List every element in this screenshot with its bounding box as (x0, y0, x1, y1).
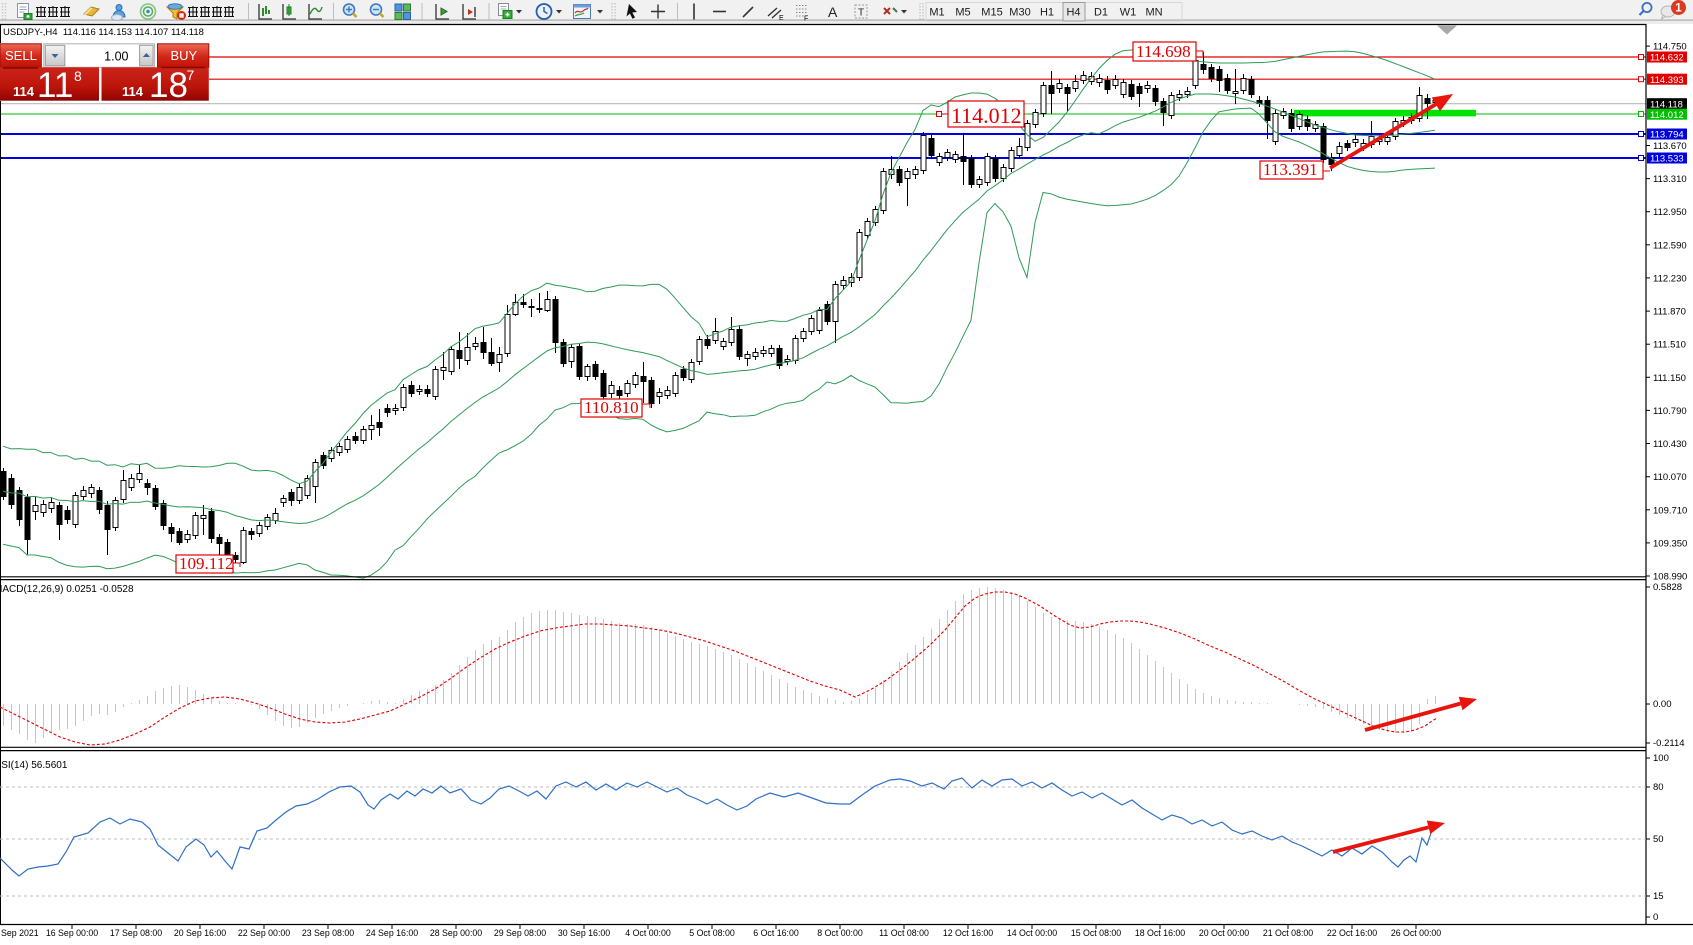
svg-text:USDJPY-,H4 114.116 114.153 11: USDJPY-,H4 114.116 114.153 114.107 114.1… (3, 27, 204, 38)
svg-text:111.150: 111.150 (1653, 373, 1686, 384)
svg-text:14 Oct 00:00: 14 Oct 00:00 (1007, 928, 1057, 938)
svg-text:109.710: 109.710 (1653, 505, 1687, 516)
svg-text:H1: H1 (1040, 7, 1054, 19)
svg-text:18: 18 (149, 66, 188, 105)
svg-text:112.590: 112.590 (1653, 240, 1687, 251)
svg-text:22 Oct 16:00: 22 Oct 16:00 (1327, 928, 1377, 938)
svg-text:113.391: 113.391 (1263, 160, 1318, 179)
svg-text:Sep 2021: Sep 2021 (1, 928, 39, 938)
svg-text:21 Oct 08:00: 21 Oct 08:00 (1263, 928, 1313, 938)
svg-text:4 Oct 00:00: 4 Oct 00:00 (625, 928, 671, 938)
svg-text:29 Sep 08:00: 29 Sep 08:00 (494, 928, 546, 938)
svg-text:15 Oct 08:00: 15 Oct 08:00 (1071, 928, 1121, 938)
svg-text:113.533: 113.533 (1650, 154, 1684, 165)
svg-text:24 Sep 16:00: 24 Sep 16:00 (366, 928, 418, 938)
svg-text:M1: M1 (929, 7, 944, 19)
svg-text:12 Oct 16:00: 12 Oct 16:00 (943, 928, 993, 938)
svg-text:RSI(14) 56.5601: RSI(14) 56.5601 (0, 760, 68, 771)
svg-text:20 Sep 16:00: 20 Sep 16:00 (174, 928, 226, 938)
svg-text:D1: D1 (1094, 7, 1108, 19)
svg-text:0: 0 (1653, 912, 1658, 923)
svg-text:15: 15 (1653, 891, 1664, 902)
svg-text:50: 50 (1653, 834, 1664, 845)
svg-text:112.230: 112.230 (1653, 273, 1687, 284)
svg-text:114.632: 114.632 (1650, 53, 1684, 64)
svg-text:109.112: 109.112 (179, 554, 234, 573)
svg-text:7: 7 (187, 67, 195, 83)
svg-text:111.510: 111.510 (1653, 340, 1686, 351)
svg-text:113.670: 113.670 (1653, 141, 1687, 152)
svg-text:0.5828: 0.5828 (1653, 582, 1682, 593)
svg-text:110.430: 110.430 (1653, 439, 1687, 450)
svg-text:1: 1 (1675, 3, 1682, 15)
svg-text:20 Oct 00:00: 20 Oct 00:00 (1199, 928, 1249, 938)
svg-text:26 Oct 00:00: 26 Oct 00:00 (1391, 928, 1441, 938)
svg-text:SELL: SELL (5, 48, 37, 63)
svg-text:28 Sep 00:00: 28 Sep 00:00 (430, 928, 482, 938)
svg-text:11: 11 (37, 66, 73, 105)
svg-text:80: 80 (1653, 782, 1664, 793)
svg-text:114.750: 114.750 (1653, 42, 1687, 53)
svg-text:M15: M15 (981, 7, 1002, 19)
svg-text:18 Oct 16:00: 18 Oct 16:00 (1135, 928, 1185, 938)
svg-text:1.00: 1.00 (104, 50, 128, 64)
svg-text:11 Oct 08:00: 11 Oct 08:00 (879, 928, 929, 938)
svg-text:5 Oct 08:00: 5 Oct 08:00 (689, 928, 735, 938)
svg-text:T: T (858, 8, 864, 19)
svg-text:6 Oct 16:00: 6 Oct 16:00 (753, 928, 799, 938)
svg-text:108.990: 108.990 (1653, 572, 1687, 583)
svg-text:0.00: 0.00 (1653, 699, 1672, 710)
svg-text:M30: M30 (1009, 7, 1030, 19)
svg-text:114: 114 (122, 84, 144, 99)
svg-text:17 Sep 08:00: 17 Sep 08:00 (110, 928, 162, 938)
svg-text:114.012: 114.012 (1650, 110, 1684, 121)
svg-text:MACD(12,26,9) 0.0251 -0.0528: MACD(12,26,9) 0.0251 -0.0528 (0, 584, 134, 595)
svg-text:BUY: BUY (171, 48, 198, 63)
svg-text:110.810: 110.810 (584, 398, 639, 417)
svg-text:113.310: 113.310 (1653, 174, 1687, 185)
svg-text:114.012: 114.012 (951, 103, 1022, 128)
svg-text:112.950: 112.950 (1653, 207, 1687, 218)
svg-text:H4: H4 (1066, 7, 1080, 19)
svg-text:30 Sep 16:00: 30 Sep 16:00 (558, 928, 610, 938)
svg-text:109.350: 109.350 (1653, 538, 1687, 549)
svg-text:110.790: 110.790 (1653, 406, 1687, 417)
svg-text:23 Sep 08:00: 23 Sep 08:00 (302, 928, 354, 938)
svg-text:113.794: 113.794 (1650, 130, 1684, 141)
svg-text:114.393: 114.393 (1650, 75, 1684, 86)
svg-text:16 Sep 00:00: 16 Sep 00:00 (46, 928, 98, 938)
svg-text:E: E (779, 15, 784, 22)
svg-text:111.870: 111.870 (1653, 307, 1686, 318)
svg-text:MN: MN (1145, 7, 1162, 19)
svg-text:110.070: 110.070 (1653, 472, 1687, 483)
svg-text:8 Oct 00:00: 8 Oct 00:00 (817, 928, 863, 938)
svg-text:114.118: 114.118 (1650, 99, 1683, 110)
svg-text:-0.2114: -0.2114 (1653, 738, 1685, 749)
svg-text:22 Sep 00:00: 22 Sep 00:00 (238, 928, 290, 938)
svg-text:100: 100 (1653, 753, 1669, 764)
svg-text:114.698: 114.698 (1136, 42, 1191, 61)
svg-text:F: F (804, 16, 808, 23)
svg-text:A: A (828, 4, 838, 20)
svg-text:8: 8 (74, 68, 82, 84)
svg-text:W1: W1 (1120, 7, 1137, 19)
svg-text:114: 114 (13, 84, 35, 99)
svg-text:M5: M5 (955, 7, 970, 19)
